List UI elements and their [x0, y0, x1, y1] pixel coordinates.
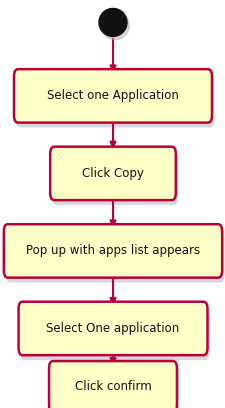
FancyBboxPatch shape	[4, 224, 221, 277]
FancyBboxPatch shape	[14, 69, 211, 122]
FancyBboxPatch shape	[16, 74, 213, 127]
FancyBboxPatch shape	[6, 229, 223, 282]
FancyBboxPatch shape	[50, 147, 175, 200]
FancyBboxPatch shape	[52, 152, 177, 205]
Text: Click confirm: Click confirm	[74, 380, 151, 393]
Text: Click Copy: Click Copy	[82, 167, 143, 180]
Text: Pop up with apps list appears: Pop up with apps list appears	[26, 244, 199, 257]
FancyBboxPatch shape	[49, 361, 176, 408]
FancyBboxPatch shape	[21, 307, 209, 360]
Ellipse shape	[99, 9, 126, 36]
Text: Select one Application: Select one Application	[47, 89, 178, 102]
Ellipse shape	[101, 12, 129, 40]
FancyBboxPatch shape	[18, 302, 207, 355]
FancyBboxPatch shape	[51, 366, 178, 408]
Text: Select One application: Select One application	[46, 322, 179, 335]
